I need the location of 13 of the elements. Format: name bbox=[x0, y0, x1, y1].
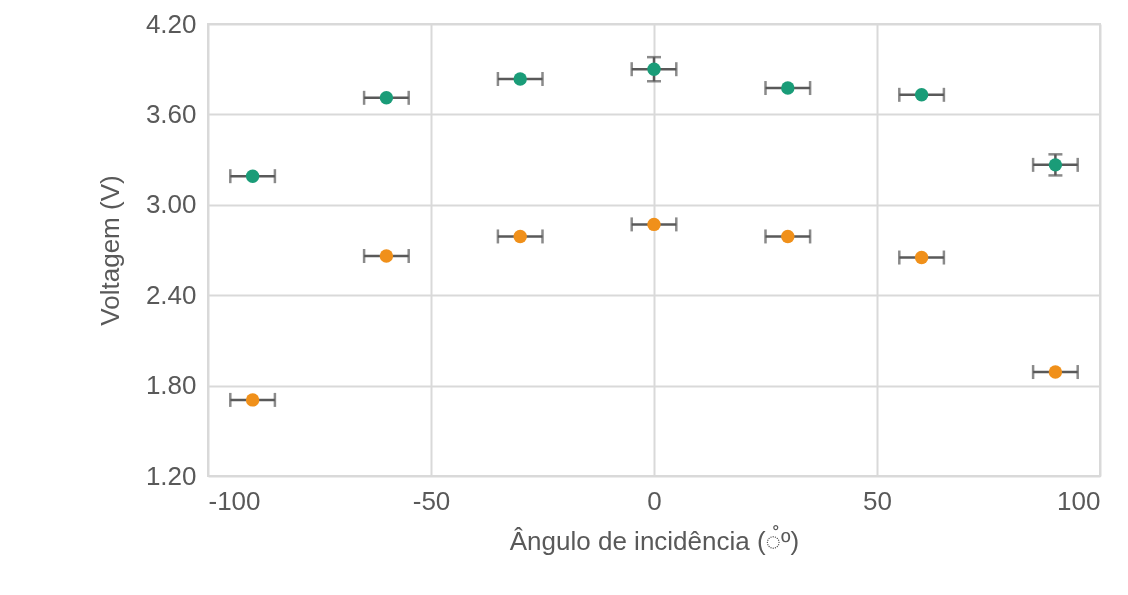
y-axis-title: Voltagem (V) bbox=[94, 175, 125, 326]
y-tick-label: 3.00 bbox=[145, 189, 197, 220]
x-tick-label: 0 bbox=[647, 485, 662, 516]
x-tick-label: 100 bbox=[1057, 485, 1101, 516]
y-tick-label: 4.20 bbox=[145, 8, 197, 39]
x-axis-title: Ângulo de incidência (◌̊º) bbox=[509, 524, 800, 556]
y-tick-label: 1.80 bbox=[145, 370, 197, 401]
y-tick-label: 2.40 bbox=[145, 279, 197, 310]
x-tick-label: 50 bbox=[863, 485, 892, 516]
x-tick-label: -100 bbox=[208, 485, 261, 516]
y-tick-label: 3.60 bbox=[145, 98, 197, 129]
x-tick-label: -50 bbox=[412, 485, 451, 516]
y-tick-label: 1.20 bbox=[145, 460, 197, 491]
